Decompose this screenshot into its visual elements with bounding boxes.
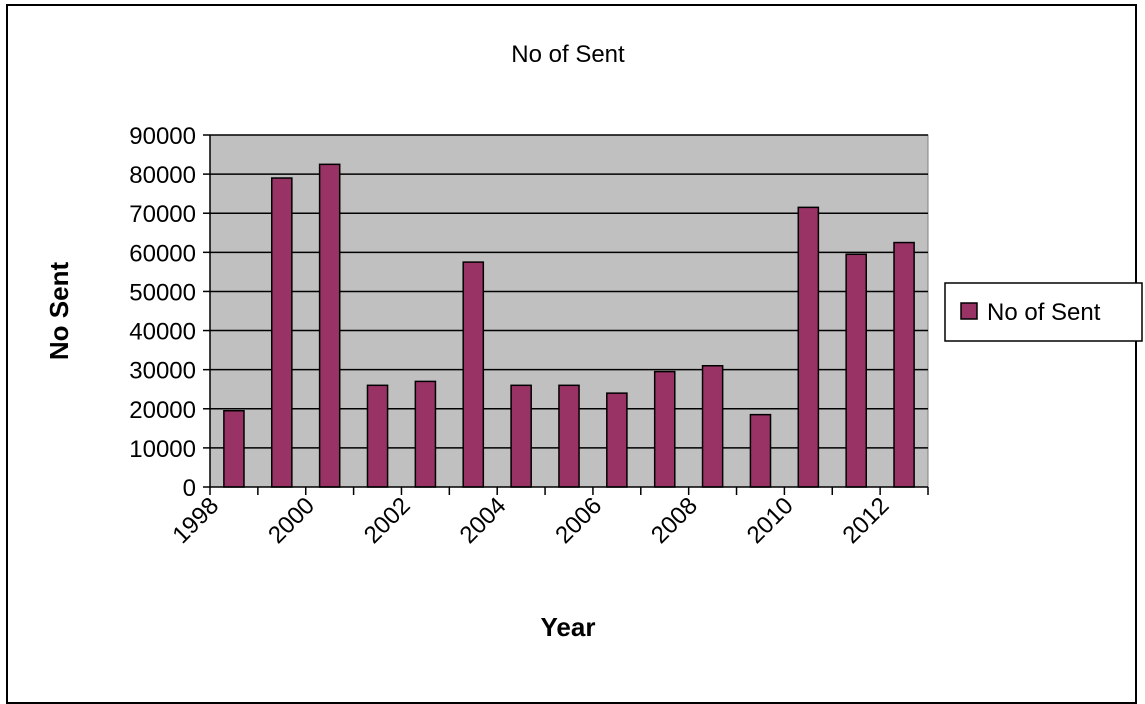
bar-2009	[749, 413, 772, 488]
x-tick-label: 2002	[359, 492, 416, 549]
bar-chart: No of Sent 0 10000 20000 30000 40000 50000 600…	[44, 41, 1143, 642]
bar-2005	[558, 384, 580, 488]
bar-2003	[462, 261, 485, 488]
y-tick-label: 20000	[129, 397, 196, 424]
bar-2012	[893, 241, 915, 488]
x-tick-label: 2006	[550, 492, 607, 549]
bar-2011	[845, 253, 868, 488]
y-axis: 0 10000 20000 30000 40000 50000 60000 70000 8000…	[129, 123, 211, 502]
y-tick-label: 0	[183, 475, 196, 502]
y-tick-label: 30000	[129, 358, 196, 385]
x-tick-label: 1998	[167, 492, 224, 549]
x-tick-label: 2008	[646, 492, 703, 549]
x-tick-label: 2004	[455, 492, 512, 549]
legend-label: No of Sent	[987, 299, 1101, 326]
y-tick-label: 80000	[129, 162, 196, 189]
legend-swatch	[960, 302, 978, 320]
y-tick-label: 40000	[129, 319, 196, 346]
bar-2010	[797, 206, 820, 488]
bar-2004	[510, 384, 532, 488]
bars	[223, 163, 915, 488]
bar-2008	[701, 365, 724, 488]
bar-1999	[270, 177, 293, 488]
x-tick-label: 2000	[263, 492, 320, 549]
x-tick-label: 2012	[838, 492, 895, 549]
y-axis-title: No Sent	[44, 262, 74, 361]
legend: No of Sent	[944, 282, 1143, 342]
y-tick-label: 70000	[129, 201, 196, 228]
bar-2002	[414, 380, 437, 488]
bar-2006	[606, 392, 628, 488]
bar-2007	[653, 370, 676, 488]
x-tick-label: 2010	[742, 492, 799, 549]
y-tick-label: 10000	[129, 436, 196, 463]
y-tick-label: 50000	[129, 279, 196, 306]
bar-1998	[223, 409, 245, 488]
bar-2001	[366, 384, 389, 488]
y-tick-label: 60000	[129, 240, 196, 267]
x-axis-title: Year	[541, 612, 596, 642]
y-tick-label: 90000	[129, 123, 196, 150]
legend-box	[944, 282, 1143, 342]
x-axis: 1998 2000 2002 2004 2006 2008 2010 2012	[167, 486, 929, 549]
chart-title: No of Sent	[511, 41, 625, 68]
bar-2000	[318, 163, 341, 488]
